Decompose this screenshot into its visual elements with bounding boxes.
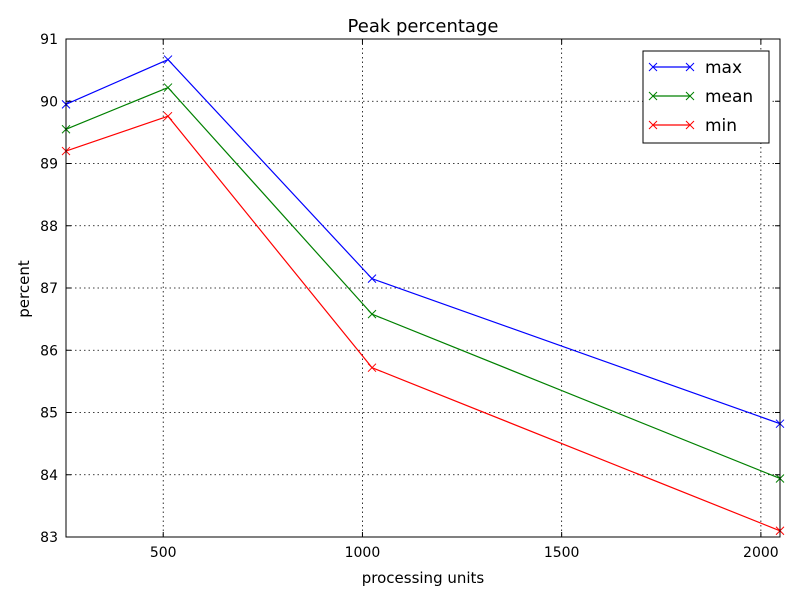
chart-title: Peak percentage	[348, 16, 499, 37]
y-tick-label: 90	[40, 94, 58, 110]
data-point-mean	[163, 83, 173, 92]
legend: max mean min	[642, 50, 770, 144]
y-tick-label: 89	[40, 157, 58, 173]
x-axis-label: processing units	[362, 569, 485, 587]
data-point-min	[367, 363, 377, 373]
series-min	[61, 111, 785, 536]
y-tick-label: 86	[40, 343, 58, 359]
y-tick-label: 87	[40, 281, 58, 297]
y-tick-label: 91	[40, 32, 58, 48]
axis-ticks: 500 1000 1500 2000 83 84 85 86 87 88 89 90 91	[40, 32, 780, 561]
y-axis-label: percent	[15, 260, 33, 318]
grid-lines	[66, 39, 780, 537]
legend-marker	[685, 120, 695, 130]
x-tick-label: 500	[150, 545, 177, 561]
plot-area	[61, 55, 785, 536]
legend-item-mean: mean	[648, 87, 753, 107]
legend-marker	[648, 120, 658, 130]
data-point-max	[163, 55, 173, 64]
data-point-max	[367, 274, 377, 284]
x-tick-label: 1500	[544, 545, 580, 561]
y-tick-label: 83	[40, 530, 58, 546]
y-tick-label: 88	[40, 219, 58, 235]
x-tick-label: 1000	[345, 545, 381, 561]
legend-label: min	[705, 116, 737, 136]
series-line-max	[65, 58, 781, 425]
legend-marker	[685, 62, 695, 72]
legend-marker	[648, 91, 658, 101]
legend-marker	[685, 91, 695, 101]
legend-item-min: min	[648, 116, 737, 136]
data-point-mean	[367, 309, 377, 319]
legend-item-max: max	[648, 58, 742, 78]
series-line-mean	[65, 86, 781, 480]
y-tick-label: 85	[40, 406, 58, 422]
legend-box	[642, 50, 770, 144]
series-line-min	[65, 115, 781, 532]
y-tick-label: 84	[40, 468, 58, 484]
data-point-min	[163, 111, 173, 121]
legend-label: max	[705, 58, 742, 78]
x-tick-label: 2000	[743, 545, 779, 561]
series-mean	[61, 83, 785, 483]
legend-marker	[648, 62, 658, 72]
legend-label: mean	[705, 87, 753, 107]
